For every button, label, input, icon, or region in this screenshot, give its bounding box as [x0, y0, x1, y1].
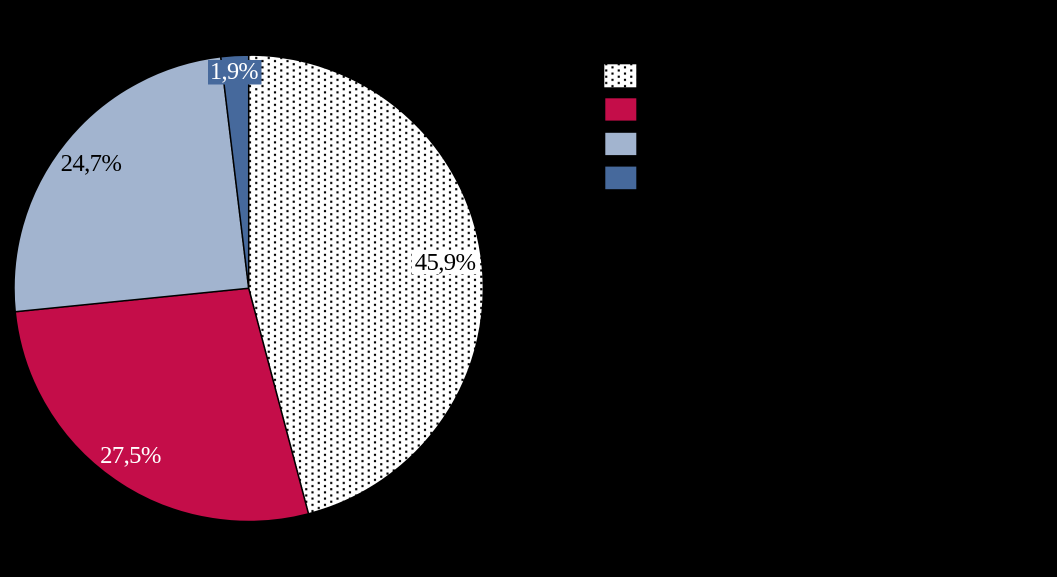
- svg-text:45,9%: 45,9%: [415, 249, 476, 276]
- svg-text:24,7%: 24,7%: [61, 150, 122, 177]
- svg-text:27,5%: 27,5%: [100, 442, 161, 469]
- svg-text:1,9%: 1,9%: [210, 58, 258, 85]
